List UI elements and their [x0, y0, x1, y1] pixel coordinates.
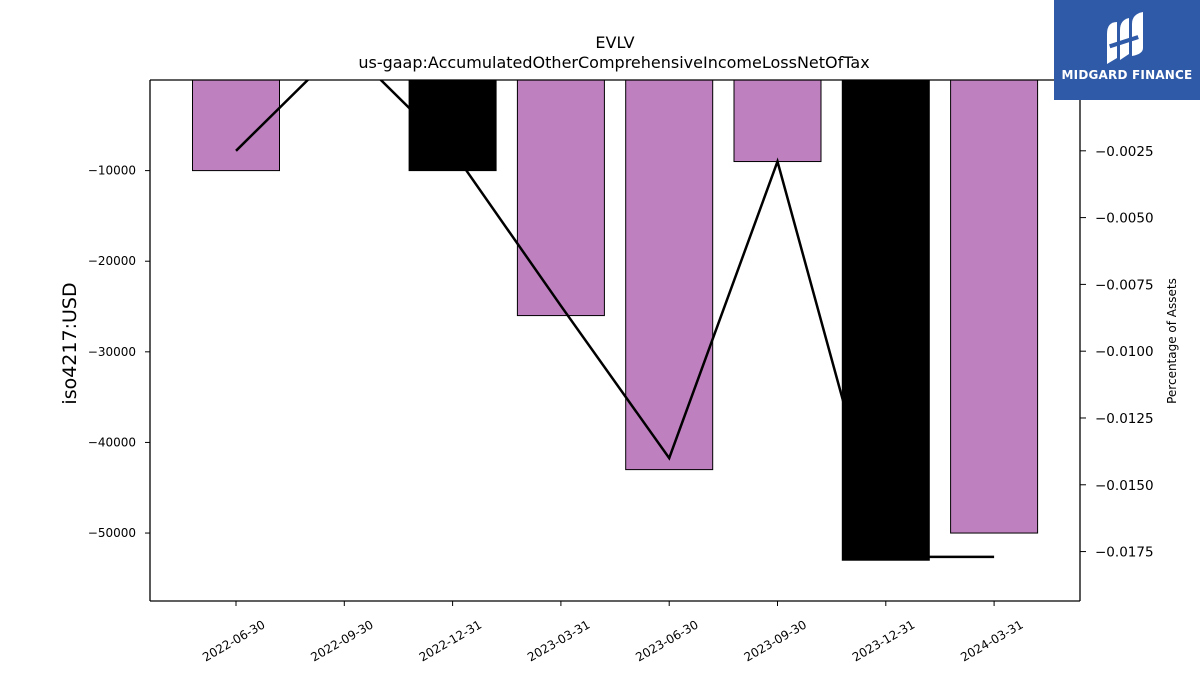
bar-2023-03-31 — [516, 80, 605, 317]
bar-2024-03-31 — [950, 80, 1039, 534]
y-tick-label: −40000 — [88, 435, 136, 449]
logo-text: MIDGARD FINANCE — [1061, 68, 1193, 82]
percentage-of-assets-line — [235, 80, 995, 559]
y2-tick-label: −0.0125 — [1095, 411, 1154, 427]
y-tick-label: −10000 — [88, 164, 136, 178]
y-tick-label: −30000 — [88, 345, 136, 359]
x-tick-label: 2023-06-30 — [633, 617, 700, 664]
x-tick-label: 2023-12-31 — [850, 617, 917, 664]
y2-tick-label: −0.0075 — [1095, 277, 1154, 293]
y2-tick-label: −0.0150 — [1095, 478, 1154, 494]
bar-2023-12-31 — [841, 80, 930, 561]
x-tick-label: 2022-06-30 — [200, 617, 267, 664]
y-tick-label: −20000 — [88, 254, 136, 268]
bar-2023-09-30 — [733, 80, 822, 163]
x-tick-label: 2022-09-30 — [308, 617, 375, 664]
y2-tick-label: −0.0100 — [1095, 344, 1154, 360]
y-axis-label: iso4217:USD — [59, 282, 81, 404]
bar-2022-12-31 — [408, 80, 497, 172]
midgard-finance-logo: MIDGARD FINANCE — [1054, 0, 1200, 100]
logo-mark-icon — [1107, 12, 1143, 64]
x-tick-label: 2022-12-31 — [417, 617, 484, 664]
x-tick-label: 2023-09-30 — [742, 617, 809, 664]
bar-2022-06-30 — [192, 80, 280, 172]
y2-tick-label: −0.0050 — [1095, 211, 1154, 227]
chart-subtitle: us-gaap:AccumulatedOtherComprehensiveInc… — [358, 53, 869, 72]
y2-tick-label: −0.0025 — [1095, 144, 1154, 160]
chart-title: EVLV — [595, 33, 634, 52]
x-tick-label: 2023-03-31 — [525, 617, 592, 664]
y-tick-label: −50000 — [88, 526, 136, 540]
bar-2023-06-30 — [625, 80, 714, 471]
x-tick-label: 2024-03-31 — [958, 617, 1025, 664]
y2-axis-label: Percentage of Assets — [1165, 278, 1179, 404]
y2-tick-label: −0.0175 — [1095, 545, 1154, 561]
